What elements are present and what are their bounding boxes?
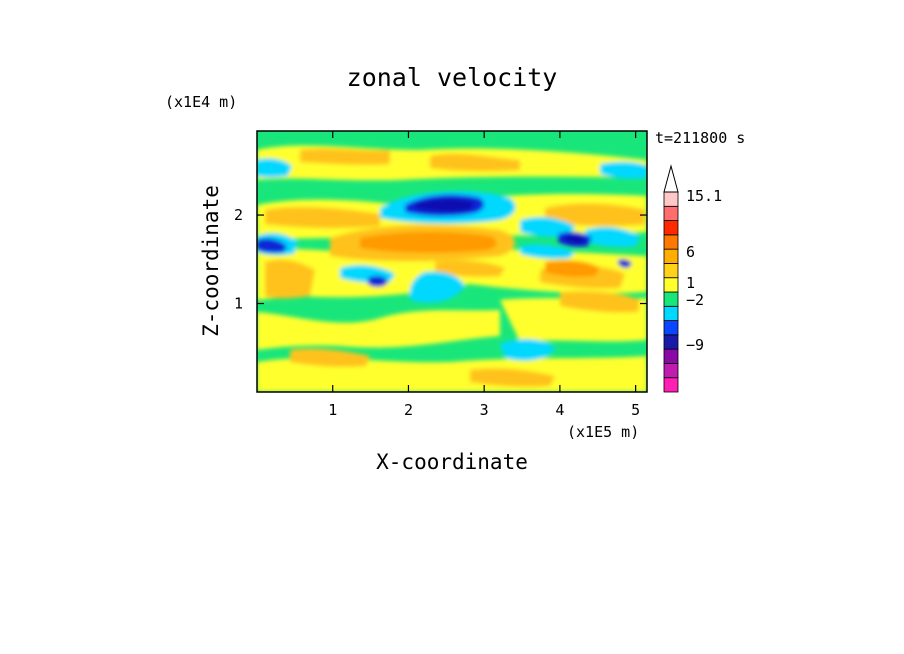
colorbar-band	[663, 277, 679, 293]
contour-region-very-strong-negative	[564, 235, 586, 244]
contour-region-negative	[520, 217, 575, 237]
x-tick-label: 5	[631, 401, 640, 419]
x-tick-label: 2	[404, 401, 413, 419]
colorbar-label: 1	[686, 274, 695, 292]
chart-title: zonal velocity	[347, 63, 558, 92]
velocity-field	[257, 131, 647, 392]
colorbar-band	[663, 334, 679, 350]
contour-region-positive	[265, 207, 380, 229]
colorbar-band	[663, 377, 679, 393]
contour-region-strong-negative	[368, 275, 388, 287]
contour-region-negative	[520, 244, 575, 259]
colorbar: 15.1 6 1−2 −9	[663, 164, 722, 393]
contour-region-negative	[409, 271, 465, 303]
colorbar-band	[663, 234, 679, 250]
plot-frame	[256, 130, 648, 393]
colorbar-band	[663, 320, 679, 336]
contour-region-strong-positive	[360, 231, 497, 253]
y-tick-label: 1	[234, 295, 243, 313]
contour-region-strong-negative	[257, 238, 287, 253]
colorbar-label: 15.1	[686, 187, 722, 205]
colorbar-band	[663, 191, 679, 207]
contour-region-positive	[545, 203, 645, 227]
colorbar-band	[663, 291, 679, 307]
colorbar-band	[663, 305, 679, 321]
contour-region-strong-positive	[545, 260, 600, 277]
colorbar-extend-triangle	[663, 164, 679, 193]
contour-region-positive	[430, 153, 520, 172]
contour-region-negative	[600, 161, 647, 179]
contour-region-positive	[265, 259, 315, 299]
contour-region-weak-positive	[257, 310, 500, 350]
colorbar-label: −2	[686, 291, 704, 309]
colorbar-band	[663, 348, 679, 364]
colorbar-band	[663, 220, 679, 236]
y-multiplier-label: (x1E4 m)	[165, 93, 237, 111]
colorbar-band	[663, 205, 679, 221]
contour-region-negative	[585, 227, 640, 247]
colorbar-band	[663, 248, 679, 264]
contour-region-positive	[435, 260, 505, 277]
contour-region-positive	[470, 368, 555, 387]
x-tick-label: 1	[328, 401, 337, 419]
colorbar-label: −9	[686, 336, 704, 354]
contour-region-negative	[500, 339, 555, 361]
x-tick-label: 4	[555, 401, 564, 419]
x-tick-label: 3	[480, 401, 489, 419]
colorbar-band	[663, 263, 679, 279]
x-axis-label: X-coordinate	[376, 450, 528, 474]
x-multiplier-label: (x1E5 m)	[567, 423, 639, 441]
time-label: t=211800 s	[655, 129, 745, 147]
contour-region-strong-negative	[618, 259, 632, 268]
colorbar-band	[663, 363, 679, 379]
y-axis: 12	[234, 206, 647, 313]
contour-region-negative	[257, 158, 292, 178]
contour-region-very-strong-negative	[415, 199, 475, 212]
y-tick-label: 2	[234, 206, 243, 224]
contour-region-positive	[290, 348, 370, 367]
x-axis: 1 2 3 4 5	[328, 131, 640, 419]
contour-region-positive	[300, 148, 390, 165]
colorbar-label: 6	[686, 243, 695, 261]
contour-region-positive	[560, 291, 640, 313]
y-axis-label: Z-coordinate	[199, 185, 223, 337]
